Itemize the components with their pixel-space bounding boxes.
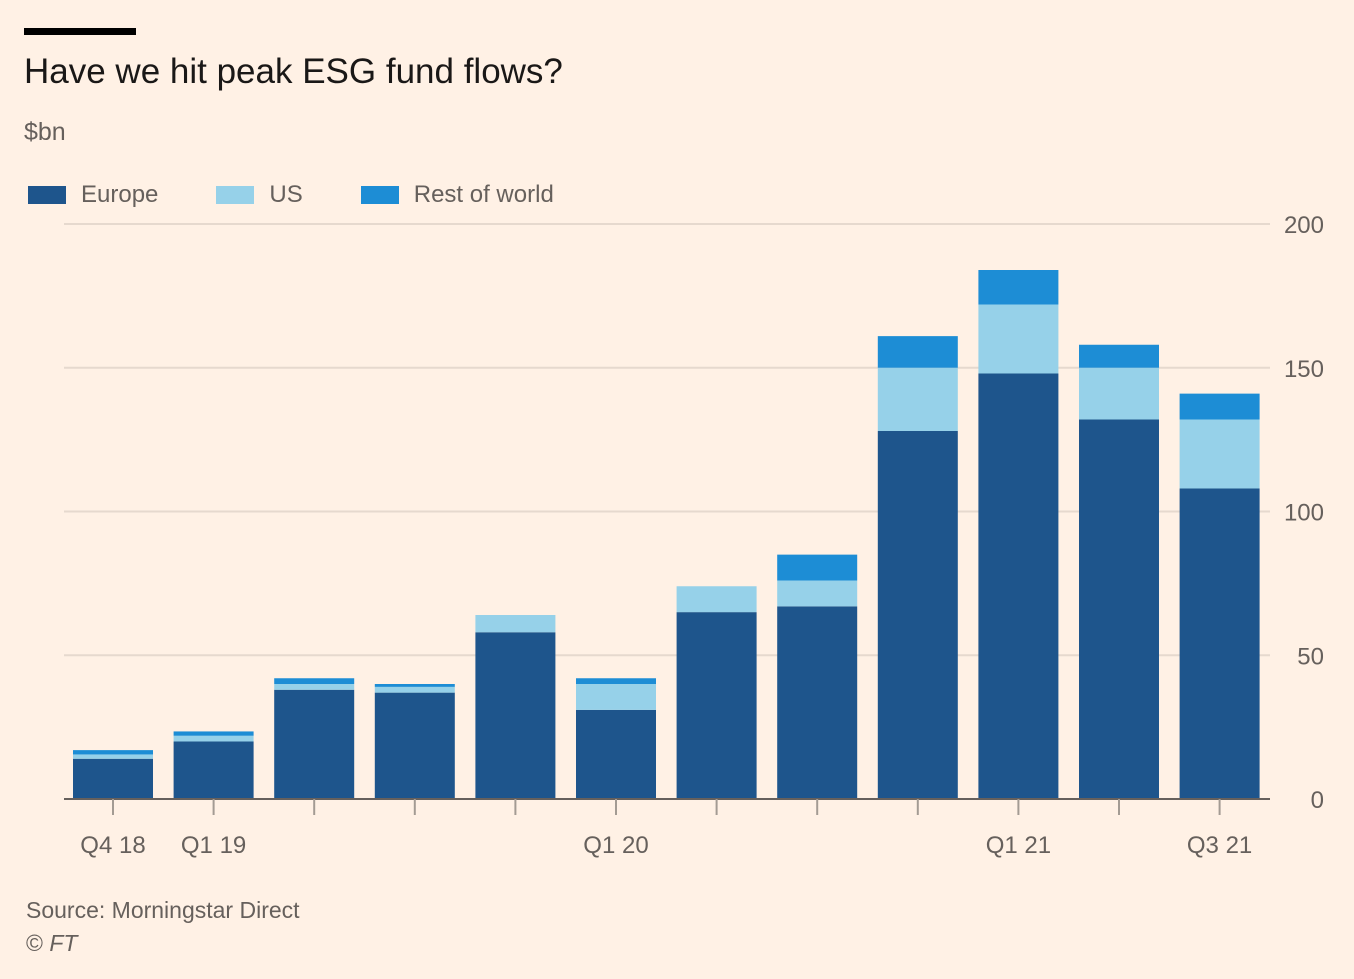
bar-europe-q2-20 [676, 612, 757, 799]
y-tick-label-150: 150 [1284, 356, 1324, 383]
bar-europe-q1-21 [978, 373, 1059, 799]
legend-label-us: US [269, 181, 303, 208]
y-tick-label-200: 200 [1284, 212, 1324, 239]
chart-legend: Europe US Rest of world [28, 178, 612, 212]
bar-europe-q4-20 [877, 431, 958, 799]
bar-rest-of-world-q2-21 [1079, 344, 1159, 368]
y-tick-label-50: 50 [1297, 643, 1324, 670]
legend-item-europe: Europe [28, 181, 158, 209]
stacked-bar-chart: 0 50 100 150 200 Q4 18 Q1 19 Q1 20 Q1 21 Q3 21 [64, 212, 1324, 859]
chart-title: Have we hit peak ESG fund flows? [24, 52, 563, 91]
bar-europe-q3-19 [374, 692, 455, 799]
bar-us-q4-19 [475, 615, 556, 633]
bar-us-q1-20 [576, 684, 656, 710]
legend-swatch-europe [28, 186, 66, 204]
bar-rest-of-world-q3-19 [374, 684, 455, 687]
y-tick-label-0: 0 [1311, 787, 1324, 814]
ft-topbar [24, 28, 136, 35]
x-tick-label-q1-21: Q1 21 [986, 832, 1051, 859]
bar-us-q1-21 [978, 304, 1059, 374]
bar-rest-of-world-q3-21 [1179, 393, 1260, 420]
legend-swatch-rest-of-world [360, 186, 399, 204]
bar-europe-q4-19 [475, 632, 556, 799]
bar-us-q3-19 [374, 686, 455, 693]
bar-us-q2-20 [676, 586, 757, 613]
bar-us-q4-20 [877, 367, 958, 431]
bar-us-q3-21 [1179, 419, 1260, 489]
bar-us-q2-19 [274, 684, 355, 690]
copyright-name: FT [49, 930, 78, 956]
copyright-symbol: © [26, 930, 43, 956]
bar-us-q3-20 [777, 580, 858, 607]
legend-item-us: US [216, 181, 303, 209]
bar-europe-q3-21 [1179, 488, 1260, 799]
chart-unit-label: $bn [24, 118, 66, 146]
bar-europe-q1-19 [173, 741, 254, 799]
legend-swatch-us [216, 186, 255, 204]
bar-us-q4-18 [73, 754, 153, 759]
legend-label-europe: Europe [81, 181, 159, 208]
bar-europe-q1-20 [576, 709, 656, 799]
bar-europe-q2-21 [1079, 419, 1159, 799]
bar-us-q2-21 [1079, 367, 1159, 420]
legend-label-rest-of-world: Rest of world [413, 181, 554, 208]
x-tick-label-q4-18: Q4 18 [80, 832, 145, 859]
bar-europe-q4-18 [73, 758, 153, 799]
x-tick-label-q1-19: Q1 19 [181, 832, 246, 859]
bar-rest-of-world-q4-20 [877, 336, 958, 368]
bar-rest-of-world-q1-20 [576, 678, 656, 684]
y-tick-label-100: 100 [1284, 500, 1324, 527]
bar-europe-q2-19 [274, 689, 355, 799]
bar-europe-q3-20 [777, 606, 858, 799]
x-tick-label-q3-21: Q3 21 [1187, 832, 1252, 859]
source-note: Source: Morningstar Direct [26, 897, 300, 923]
bar-rest-of-world-q3-20 [777, 554, 858, 581]
x-tick-label-q1-20: Q1 20 [583, 832, 648, 859]
copyright-note: © FT [26, 930, 77, 957]
bar-rest-of-world-q4-18 [73, 750, 153, 755]
legend-item-rest-of-world: Rest of world [360, 181, 554, 209]
bar-rest-of-world-q2-19 [274, 678, 355, 684]
bar-rest-of-world-q1-19 [173, 731, 254, 736]
bar-us-q1-19 [173, 735, 254, 742]
bar-rest-of-world-q1-21 [978, 270, 1059, 305]
